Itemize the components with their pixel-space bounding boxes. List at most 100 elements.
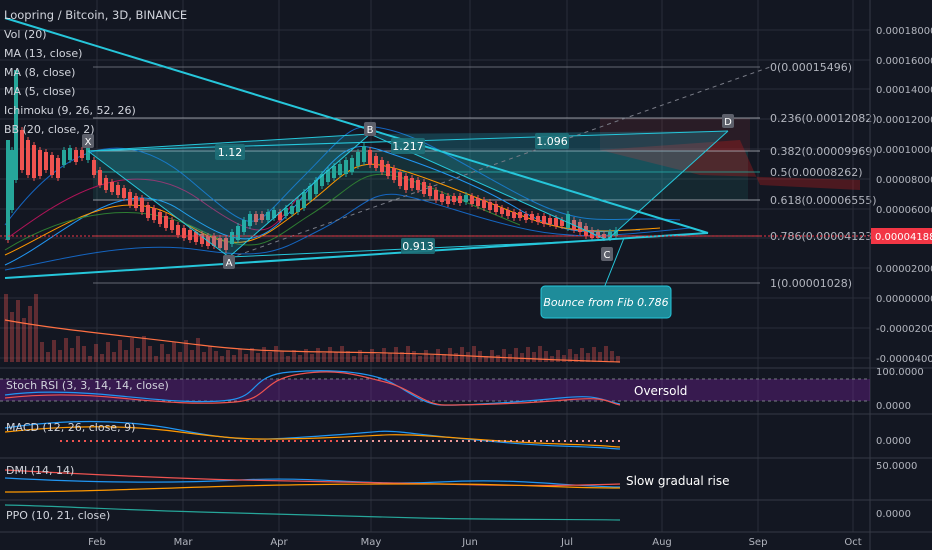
macd-histogram-bar <box>606 440 608 442</box>
volume-bar <box>370 349 374 362</box>
candle-body <box>194 232 198 242</box>
time-tick: Oct <box>844 537 861 548</box>
bounce-callout[interactable]: Bounce from Fib 0.786 <box>540 237 672 319</box>
legend-ma5[interactable]: MA (5, close) <box>4 85 76 98</box>
macd-histogram-bar <box>132 440 134 442</box>
candle-body <box>62 150 66 165</box>
volume-bar <box>40 342 44 362</box>
price-tick: 0.00000000 <box>876 294 932 305</box>
price-tick: 0.00018000 <box>876 26 932 37</box>
volume-bar <box>358 350 362 362</box>
volume-bar <box>340 346 344 362</box>
macd-histogram-bar <box>306 440 308 442</box>
candle-body <box>164 216 168 228</box>
candle-body <box>446 196 450 204</box>
candle-body <box>14 70 18 160</box>
volume-bar <box>514 348 518 362</box>
fib-retracement[interactable]: 0(0.00015496) 0.236(0.00012082) 0.382(0.00… <box>93 61 877 290</box>
price-tick: 0.00014000 <box>876 85 932 96</box>
dmi-label[interactable]: DMI (14, 14) <box>6 464 75 477</box>
symbol-title[interactable]: Loopring / Bitcoin, 3D, BINANCE <box>4 8 188 22</box>
time-axis[interactable]: Feb Mar Apr May Jun Jul Aug Sep Oct <box>88 537 862 548</box>
volume-bar <box>526 347 530 362</box>
macd-label[interactable]: MACD (12, 26, close, 9) <box>6 421 136 434</box>
volume-bar <box>334 352 338 362</box>
macd-histogram-bar <box>600 440 602 442</box>
macd-histogram-bar <box>174 440 176 442</box>
current-price-tag: 0.00004188 <box>871 228 932 244</box>
macd-histogram-bar <box>558 440 560 442</box>
stoch-rsi-pane[interactable] <box>0 370 870 406</box>
volume-bar <box>454 353 458 362</box>
volume-bars <box>4 294 620 362</box>
volume-bar <box>412 351 416 362</box>
volume-bar <box>382 348 386 362</box>
legend-ma8[interactable]: MA (8, close) <box>4 66 76 79</box>
volume-bar <box>124 350 128 362</box>
legend-bb[interactable]: BB (20, close, 2) <box>4 123 95 136</box>
macd-histogram-bar <box>528 440 530 442</box>
price-tick: 0.00016000 <box>876 56 932 67</box>
macd-histogram-bar <box>414 440 416 442</box>
volume-bar <box>568 349 572 362</box>
volume-bar <box>394 347 398 362</box>
price-tick: 0.00010000 <box>876 145 932 156</box>
legend-ma13[interactable]: MA (13, close) <box>4 47 83 60</box>
price-tick: 0.00006000 <box>876 205 932 216</box>
candle-body <box>428 186 432 196</box>
candle-body <box>392 168 396 180</box>
macd-histogram-bar <box>168 440 170 442</box>
pattern-point: A <box>226 258 233 269</box>
volume-bar <box>322 353 326 362</box>
macd-histogram-bar <box>456 440 458 442</box>
macd-histogram-bar <box>492 440 494 442</box>
pattern-point-box <box>82 134 94 148</box>
fib-level-label: 0.382(0.00009969) <box>770 145 877 158</box>
stoch-rsi-label[interactable]: Stoch RSI (3, 3, 14, 14, close) <box>6 379 169 392</box>
candle-body <box>308 186 312 200</box>
macd-histogram-bar <box>408 440 410 442</box>
candle-body <box>452 196 456 202</box>
macd-histogram-bar <box>192 440 194 442</box>
volume-bar <box>472 346 476 362</box>
candle-body <box>236 226 240 240</box>
macd-histogram-bar <box>78 440 80 442</box>
candle-body <box>386 164 390 176</box>
macd-pane[interactable] <box>4 420 621 450</box>
macd-histogram-bar <box>180 440 182 442</box>
macd-histogram-bar <box>486 440 488 442</box>
time-tick: Jun <box>461 537 478 548</box>
volume-bar <box>52 340 56 362</box>
dmi-pane[interactable] <box>4 469 621 493</box>
volume-bar <box>220 356 224 362</box>
volume-bar <box>154 356 158 362</box>
candle-body <box>248 214 252 226</box>
volume-bar <box>64 338 68 362</box>
macd-histogram-bar <box>336 440 338 442</box>
macd-histogram-bar <box>612 440 614 442</box>
volume-bar <box>586 353 590 362</box>
macd-histogram-bar <box>324 440 326 442</box>
ppo-label[interactable]: PPO (10, 21, close) <box>6 509 111 522</box>
candle-body <box>350 158 354 172</box>
candle-body <box>272 210 276 218</box>
candle-body <box>140 198 144 212</box>
legend-vol[interactable]: Vol (20) <box>4 28 47 41</box>
time-tick: May <box>361 537 382 548</box>
volume-bar <box>88 356 92 362</box>
volume-bar <box>82 346 86 362</box>
trend-lines[interactable] <box>4 17 709 279</box>
time-tick: Apr <box>270 537 288 548</box>
candle-body <box>26 140 30 175</box>
legend-ichimoku[interactable]: Ichimoku (9, 26, 52, 26) <box>4 104 136 117</box>
volume-bar <box>118 340 122 362</box>
candle-body <box>314 180 318 194</box>
macd-histogram-bar <box>150 440 152 442</box>
macd-histogram-bar <box>510 440 512 442</box>
volume-bar <box>436 349 440 362</box>
moving-average-lines <box>4 126 691 271</box>
macd-histogram-bar <box>66 440 68 442</box>
ichimoku-cloud <box>600 140 860 190</box>
